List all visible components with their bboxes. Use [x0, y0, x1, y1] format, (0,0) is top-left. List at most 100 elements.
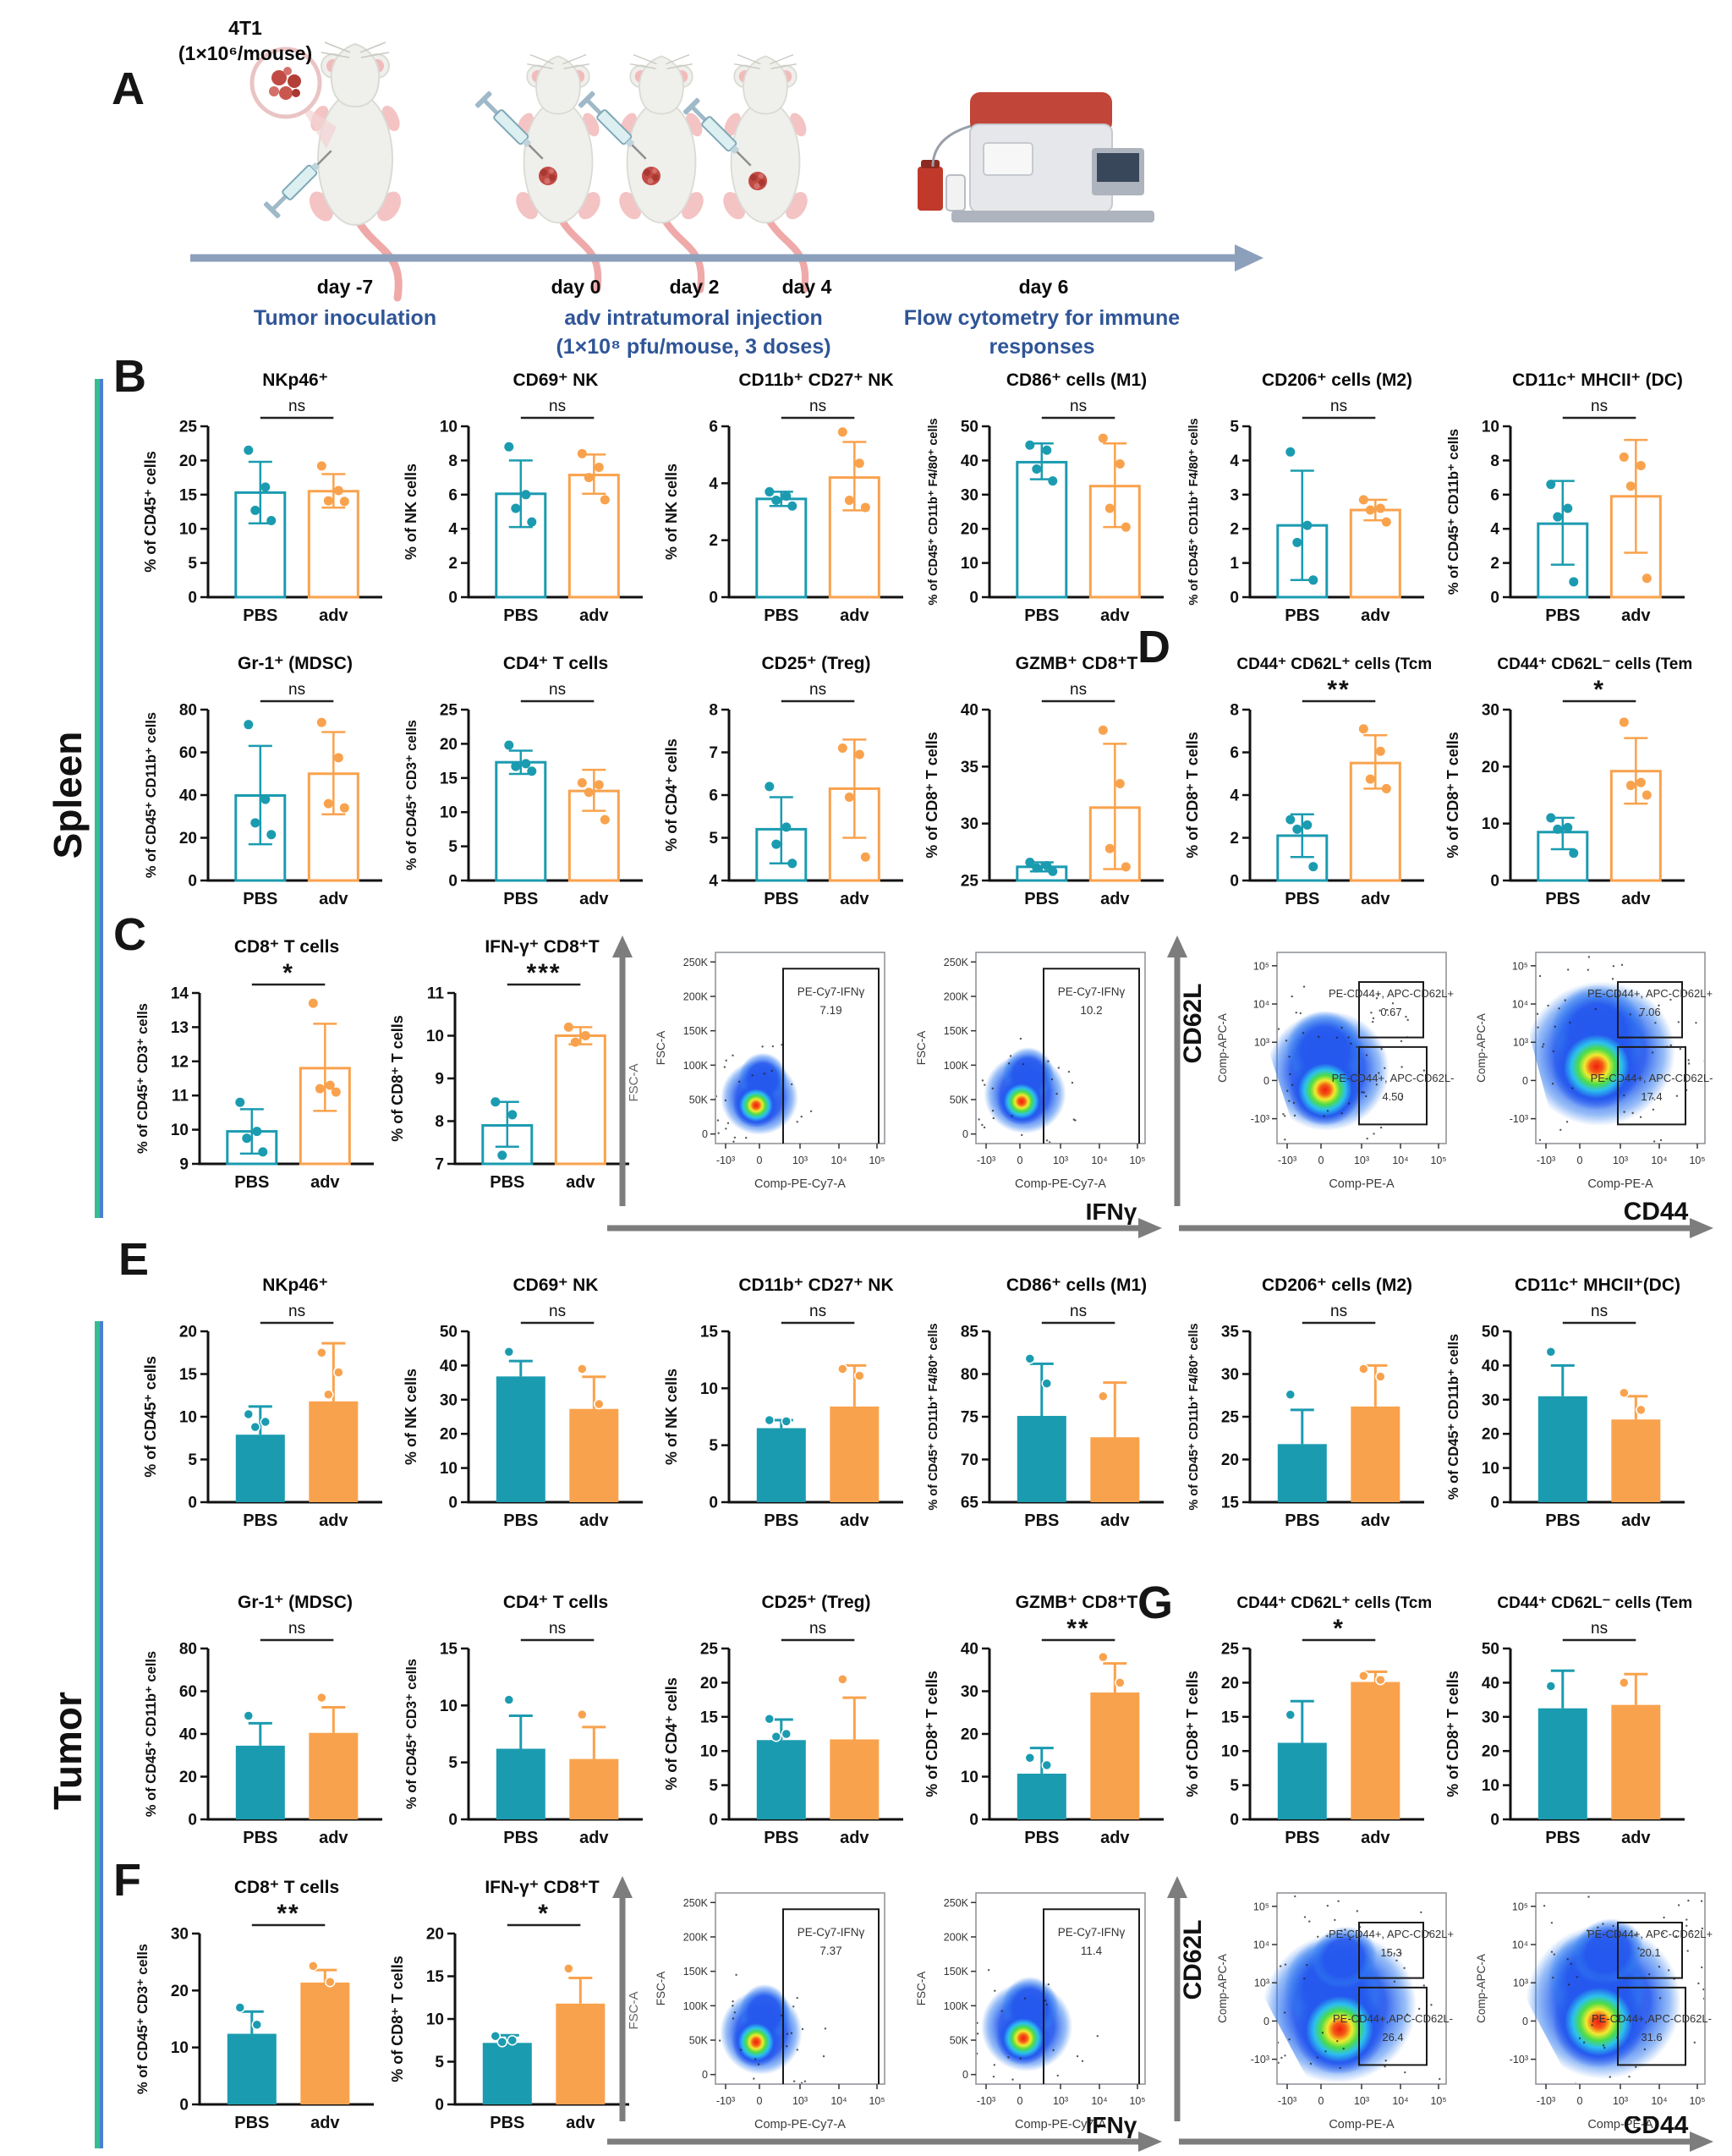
- gate-value: 11.4: [1081, 1945, 1103, 1957]
- sig-label: *: [1333, 1615, 1345, 1643]
- y-axis-label: % of CD45⁺ CD11b⁺ F4/80⁺ cells: [1187, 418, 1201, 605]
- chart-tumor-cd8-t: CD8⁺ T cells ** 0 10 20 30 % of CD45⁺ CD3⁺ cel…: [127, 1871, 381, 2152]
- y-tick-label: 50: [1482, 1324, 1499, 1341]
- x-tick-label: 10⁴: [1091, 1155, 1107, 1166]
- bar-PBS: [1017, 1415, 1066, 1502]
- caption-injection-line2: (1×10⁸ pfu/mouse, 3 doses): [556, 335, 831, 359]
- data-point: [764, 1414, 776, 1426]
- chart-tumor-cd4-t: CD4⁺ T cells ns 0 5 10 15 % of CD45⁺ CD3⁺ cell…: [396, 1586, 650, 1867]
- sig-label: ns: [1070, 681, 1087, 699]
- x-tick-label: -10³: [977, 1155, 995, 1166]
- section-label-spleen: Spleen: [46, 731, 90, 859]
- y-tick-label: 70: [961, 1451, 978, 1469]
- chart-tumor-nkp46: NKp46⁺ ns 0 5 10 15 20 % of CD45⁺ cells PBS adv: [135, 1269, 389, 1550]
- y-tick-label: 40: [961, 702, 978, 720]
- x-tick-label: 10⁴: [1651, 2095, 1667, 2107]
- y-tick-label: 30: [1482, 702, 1499, 720]
- y-tick-label: 15: [426, 1968, 445, 1986]
- sig-label: ns: [1070, 1303, 1087, 1320]
- y-tick-label: 0: [448, 590, 458, 607]
- x-category-label: adv: [566, 2114, 595, 2132]
- gate-label: PE-CD44+, APC-CD62L-: [1591, 1072, 1713, 1084]
- data-point: [1365, 505, 1375, 515]
- y-tick-label: 8: [709, 702, 718, 720]
- density-blob: [984, 1047, 1066, 1134]
- bar-adv: [569, 1758, 619, 1819]
- y-tick-label: 11: [427, 985, 445, 1003]
- y-tick-label: 20: [179, 830, 197, 848]
- x-axis-label: Comp-PE-A: [1587, 2118, 1653, 2131]
- data-point: [765, 486, 775, 496]
- y-tick-label: 0: [709, 1812, 718, 1830]
- y-tick-label: 200K: [683, 1931, 709, 1943]
- data-point: [577, 1709, 588, 1720]
- bar-chart: CD44⁺ CD62L⁻ cells (Tem) ns 0 10 20 30 40 50 % o…: [1444, 1594, 1698, 1847]
- y-axis-label: % of CD8⁺ T cells: [389, 1956, 406, 2082]
- x-category-label: adv: [1621, 1511, 1651, 1530]
- bar-chart: IFN-γ⁺ CD8⁺T*** 7 8 9 10 11 % of CD8⁺ T cells P…: [389, 937, 629, 1192]
- bar-chart: CD206⁺ cells (M2) ns 0 1 2 3 4 5 % of CD45⁺ CD11…: [1187, 370, 1424, 625]
- chart-title: Gr-1⁺ (MDSC): [238, 654, 353, 673]
- data-point: [580, 1031, 590, 1040]
- data-point: [837, 1363, 848, 1374]
- chart-tumor-cd206-m2: CD206⁺ cells (M2) ns 15 20 25 30 35 % of CD45⁺ …: [1177, 1269, 1431, 1550]
- y-tick-label: 7: [435, 1156, 444, 1174]
- y-axis-label: % of CD45⁺ cells: [142, 451, 159, 573]
- timeline-day-label: day 2: [669, 276, 720, 298]
- data-point: [837, 1674, 848, 1685]
- chart-spleen-cd69-nk: CD69⁺ NK ns 0 2 4 6 8 10 % of NK cells PBS adv: [396, 364, 650, 645]
- y-tick-label: 4: [1230, 787, 1239, 805]
- density-blob: [981, 1976, 1072, 2072]
- data-point: [1285, 1389, 1296, 1400]
- bar-chart: CD4⁺ T cells ns 0 5 10 15 20 25 % of CD45⁺ CD3⁺ …: [404, 654, 643, 908]
- gate-value: 17.4: [1641, 1090, 1662, 1103]
- data-point: [1042, 445, 1052, 455]
- panel-letter-g: G: [1137, 1577, 1174, 1628]
- y-axis-label: % of CD45⁺ CD11b⁺ cells: [1446, 1334, 1461, 1500]
- data-point: [844, 496, 854, 506]
- gate-label: PE-Cy7-IFNγ: [797, 1926, 865, 1939]
- y-axis-label: % of NK cells: [403, 464, 419, 560]
- y-tick-label: 40: [179, 1726, 197, 1744]
- y-tick-label: 20: [179, 453, 197, 470]
- x-category-label: PBS: [490, 2114, 524, 2132]
- data-point: [1308, 862, 1318, 872]
- chart-spleen-tem: CD44⁺ CD62L⁻ cells (Tem) * 0 10 20 30 % of CD8…: [1438, 647, 1698, 928]
- flowplot-spleen-ifng-adv: PE-Cy7-IFNγ 10.2 250K 200K 150K 100K 50K 0 -10³ 0…: [912, 930, 1157, 1210]
- y-tick-label: 10: [426, 1028, 444, 1045]
- y-tick-label: 10³: [1254, 1037, 1269, 1049]
- data-point: [844, 793, 854, 803]
- y-tick-label: 0: [1490, 873, 1499, 891]
- data-point: [333, 753, 343, 763]
- data-point: [308, 1961, 319, 1972]
- y-tick-label: 0: [702, 2069, 708, 2081]
- y-tick-label: 0: [448, 873, 458, 891]
- y-tick-label: 5: [188, 1451, 197, 1469]
- y-tick-label: 200K: [944, 1931, 969, 1943]
- y-tick-label: 30: [961, 1683, 978, 1701]
- bar-adv: [830, 1406, 880, 1502]
- x-category-label: PBS: [1545, 606, 1580, 625]
- y-tick-label: 8: [435, 1113, 444, 1131]
- data-point: [1545, 1681, 1557, 1692]
- y-tick-label: 20: [440, 736, 458, 754]
- y-tick-label: 50: [1482, 1641, 1499, 1659]
- flow-axis-arrow-vertical: FSC-A: [612, 935, 641, 1206]
- x-category-label: PBS: [1285, 890, 1319, 908]
- chart-spleen-cd86-m1: CD86⁺ cells (M1) ns 0 10 20 30 40 50 % of CD45⁺ …: [917, 364, 1170, 645]
- x-tick-label: 10⁵: [1129, 1155, 1145, 1166]
- sig-label: ns: [1330, 398, 1347, 415]
- chart-spleen-cd25-treg: CD25⁺ (Treg) ns 4 5 6 7 8 % of CD4⁺ cells PBS adv: [656, 647, 910, 928]
- data-point: [323, 1389, 334, 1400]
- y-tick-label: 10⁵: [1512, 1901, 1528, 1912]
- data-point: [1024, 1353, 1036, 1364]
- y-tick-label: 14: [171, 985, 189, 1003]
- y-tick-label: 20: [1221, 1451, 1239, 1469]
- x-category-label: PBS: [764, 1511, 798, 1530]
- y-tick-label: 150K: [683, 1025, 709, 1037]
- y-axis-label: % of CD45⁺ CD11b⁺ F4/80⁺ cells: [1187, 1323, 1201, 1510]
- gate-value: 20.1: [1639, 1946, 1660, 1959]
- data-point: [308, 998, 318, 1008]
- gate-rect: [1617, 981, 1683, 1039]
- data-point: [1098, 1391, 1109, 1402]
